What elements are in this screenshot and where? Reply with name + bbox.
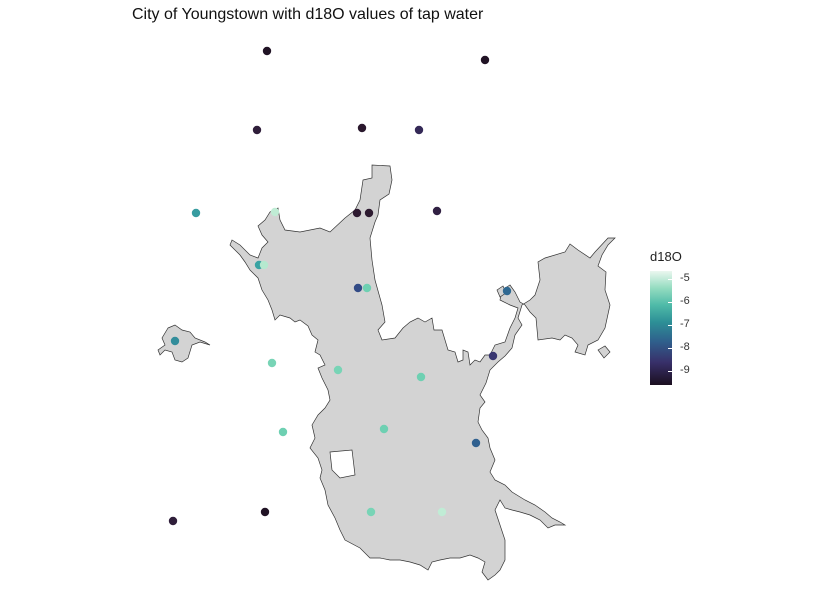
sample-point: [379, 424, 389, 434]
sample-point: [488, 351, 498, 361]
sample-point: [480, 55, 490, 65]
sample-point: [414, 125, 424, 135]
sample-point: [352, 208, 362, 218]
sample-point: [260, 507, 270, 517]
sample-point: [366, 507, 376, 517]
sample-point: [357, 123, 367, 133]
sample-point: [502, 286, 512, 296]
map-title: City of Youngstown with d18O values of t…: [132, 6, 484, 23]
sample-point: [191, 208, 201, 218]
city-hole: [329, 449, 356, 479]
sample-point: [262, 46, 272, 56]
legend-title: d18O: [650, 249, 682, 264]
city-polygon-west: [157, 324, 211, 363]
sample-point: [416, 372, 426, 382]
legend-label: -9: [680, 364, 690, 376]
legend-tick: [668, 348, 674, 349]
sample-point: [168, 516, 178, 526]
sample-point: [278, 427, 288, 437]
city-polygon-main: [229, 164, 616, 581]
sample-point: [333, 365, 343, 375]
legend-tick: [668, 302, 674, 303]
sample-point: [252, 125, 262, 135]
legend-label: -5: [680, 272, 690, 284]
legend-label: -7: [680, 318, 690, 330]
sample-point: [353, 283, 363, 293]
sample-point: [437, 507, 447, 517]
sample-points: [168, 46, 512, 526]
city-fragment: [597, 345, 611, 359]
legend-tick: [668, 371, 674, 372]
sample-point: [362, 283, 372, 293]
sample-point: [471, 438, 481, 448]
sample-point: [270, 207, 280, 217]
legend-tick: [668, 325, 674, 326]
sample-point: [267, 358, 277, 368]
sample-point: [170, 336, 180, 346]
sample-point: [432, 206, 442, 216]
sample-point: [259, 260, 269, 270]
city-boundary: [157, 164, 616, 581]
legend-tick: [668, 279, 674, 280]
legend-label: -8: [680, 341, 690, 353]
legend-colorbar: [650, 271, 672, 385]
sample-point: [364, 208, 374, 218]
legend-label: -6: [680, 295, 690, 307]
